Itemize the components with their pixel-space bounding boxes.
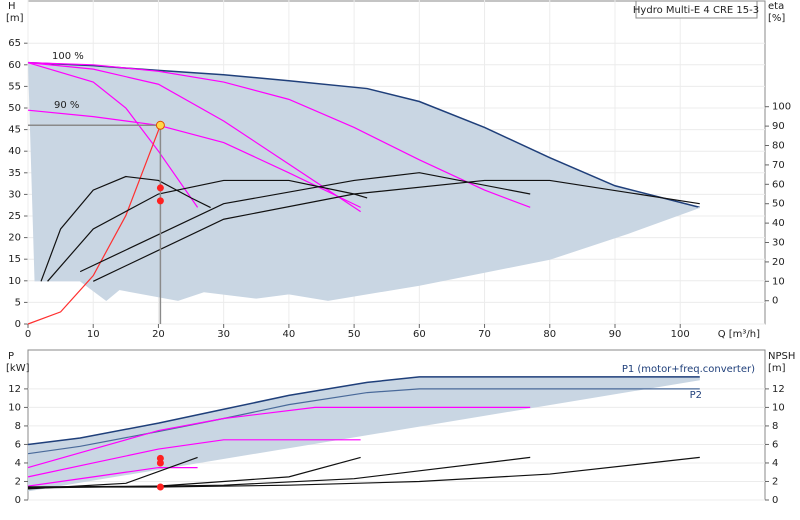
y2-tick-label: 60 [772, 179, 785, 190]
annotation: 90 % [54, 100, 79, 111]
y-tick-label: 0 [15, 319, 21, 330]
y2-tick-label: 0 [772, 495, 778, 506]
chart-title: Hydro Multi-E 4 CRE 15-3 [633, 5, 759, 16]
operating-range [28, 62, 700, 301]
curve [79, 172, 531, 273]
y2-tick-label: 2 [772, 476, 778, 487]
curve [27, 406, 531, 469]
y-tick-label: 10 [8, 276, 21, 287]
y2-axis-label: eta [768, 1, 784, 12]
x-tick-label: 40 [283, 329, 296, 340]
y-tick-label: 15 [8, 254, 21, 265]
duty-point [156, 197, 164, 205]
curve [28, 456, 700, 488]
y-axis-label: P [8, 351, 14, 362]
y-axis-unit: [m] [6, 13, 24, 24]
y2-tick-label: 50 [772, 199, 785, 210]
x-tick-label: 70 [478, 329, 491, 340]
y-tick-label: 20 [8, 233, 21, 244]
y2-tick-label: 40 [772, 218, 785, 229]
title-box [635, 0, 758, 19]
operating-range [28, 376, 700, 491]
y2-tick-label: 12 [772, 384, 785, 395]
curve [34, 206, 700, 302]
x-tick-label: 10 [87, 329, 100, 340]
curve [27, 125, 161, 325]
y-tick-label: 12 [8, 384, 21, 395]
y2-tick-label: 8 [772, 421, 778, 432]
y2-tick-label: 10 [772, 402, 785, 413]
curve [92, 179, 700, 282]
y-tick-label: 30 [8, 189, 21, 200]
y-tick-label: 5 [15, 297, 21, 308]
x-tick-label: 90 [609, 329, 622, 340]
x-tick-label: 30 [217, 329, 230, 340]
curve [27, 62, 361, 213]
series-label: P2 [690, 390, 702, 401]
curve [27, 466, 198, 487]
x-tick-label: 50 [348, 329, 361, 340]
curve [27, 109, 361, 208]
curve [27, 62, 199, 208]
x-tick-label: 0 [25, 329, 31, 340]
operating-point [155, 120, 165, 130]
x-tick-label: 60 [413, 329, 426, 340]
y2-tick-label: 30 [772, 238, 785, 249]
curve [27, 456, 531, 489]
y-tick-label: 2 [15, 476, 21, 487]
y-tick-label: 60 [8, 60, 21, 71]
x-axis-label: Q [m³/h] [718, 329, 760, 340]
y-axis-label: H [8, 1, 16, 12]
series-label: P1 (motor+freq.converter) [622, 364, 755, 375]
y2-tick-label: 100 [772, 102, 791, 113]
x-tick-label: 20 [152, 329, 165, 340]
y2-tick-label: 80 [772, 141, 785, 152]
y-tick-label: 25 [8, 211, 21, 222]
y-tick-label: 50 [8, 103, 21, 114]
duty-point [156, 184, 164, 192]
y2-tick-label: 6 [772, 439, 778, 450]
y-tick-label: 10 [8, 402, 21, 413]
y2-axis-unit: [%] [768, 13, 785, 24]
y-tick-label: 55 [8, 81, 21, 92]
x-tick-label: 100 [671, 329, 690, 340]
y-tick-label: 4 [15, 458, 21, 469]
y2-tick-label: 90 [772, 121, 785, 132]
y-axis-unit: [kW] [6, 363, 30, 374]
curve [27, 62, 531, 208]
y-tick-label: 40 [8, 146, 21, 157]
duty-point [156, 459, 164, 467]
y-tick-label: 6 [15, 439, 21, 450]
y-tick-label: 0 [15, 495, 21, 506]
y2-axis-label: NPSH [768, 351, 795, 362]
x-tick-label: 80 [543, 329, 556, 340]
y2-tick-label: 0 [772, 296, 778, 307]
y-tick-label: 8 [15, 421, 21, 432]
curve [27, 376, 700, 446]
y-tick-label: 35 [8, 168, 21, 179]
y2-tick-label: 20 [772, 257, 785, 268]
y2-tick-label: 4 [772, 458, 778, 469]
y-tick-label: 65 [8, 38, 21, 49]
curve [40, 175, 211, 282]
duty-point [156, 483, 164, 491]
y2-tick-label: 70 [772, 160, 785, 171]
y-tick-label: 45 [8, 125, 21, 136]
curve [27, 379, 700, 492]
curve [27, 388, 700, 455]
y2-tick-label: 10 [772, 276, 785, 287]
y2-axis-unit: [m] [768, 363, 786, 374]
annotation: 100 % [52, 51, 84, 62]
curve [27, 439, 361, 478]
